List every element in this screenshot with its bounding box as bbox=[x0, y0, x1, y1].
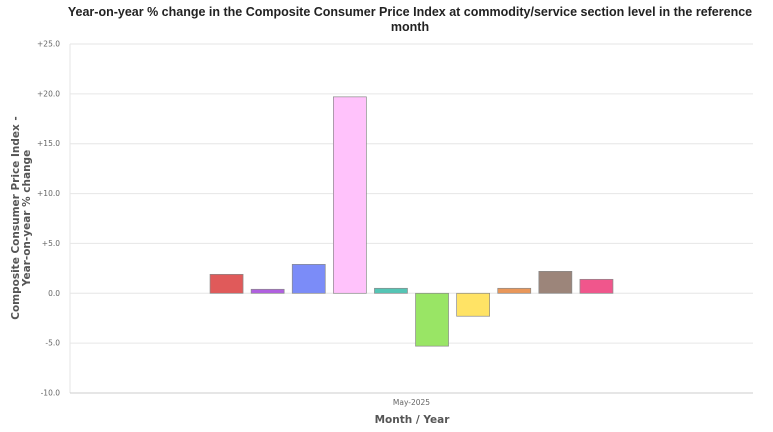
y-axis-title-group: Composite Consumer Price Index -Year-on-… bbox=[10, 116, 33, 320]
y-axis-title-line: Year-on-year % change bbox=[21, 150, 33, 287]
bar[interactable] bbox=[538, 270, 573, 294]
bars bbox=[209, 96, 614, 347]
bar[interactable] bbox=[209, 273, 244, 294]
gridlines bbox=[70, 43, 753, 394]
y-axis-title: Composite Consumer Price Index -Year-on-… bbox=[10, 116, 33, 320]
y-tick-label: +5.0 bbox=[42, 239, 60, 248]
y-axis-title-line: Composite Consumer Price Index - bbox=[10, 116, 22, 320]
y-tick-label: +25.0 bbox=[37, 40, 60, 49]
bar[interactable] bbox=[291, 264, 326, 294]
y-tick-label: -5.0 bbox=[45, 339, 60, 348]
bar[interactable] bbox=[333, 96, 367, 294]
bar[interactable] bbox=[579, 278, 614, 294]
bar[interactable] bbox=[250, 288, 285, 294]
chart-title: Year-on-year % change in the Composite C… bbox=[67, 5, 753, 34]
bar[interactable] bbox=[415, 292, 449, 347]
y-tick-label: 0.0 bbox=[48, 289, 60, 298]
y-tick-label: -10.0 bbox=[41, 389, 61, 398]
y-tick-label: +20.0 bbox=[37, 89, 60, 98]
axes: -10.0 -5.0 0.0 +5.0 +10.0 +15.0 +20.0 +25.0 May-… bbox=[37, 40, 753, 407]
y-tick-label: +15.0 bbox=[37, 139, 60, 148]
x-axis-title: Month / Year bbox=[375, 414, 451, 426]
bar[interactable] bbox=[497, 287, 532, 294]
bar[interactable] bbox=[374, 287, 408, 294]
y-tick-label: +10.0 bbox=[37, 189, 60, 198]
bar[interactable] bbox=[456, 292, 490, 317]
x-tick-label: May-2025 bbox=[393, 398, 430, 407]
